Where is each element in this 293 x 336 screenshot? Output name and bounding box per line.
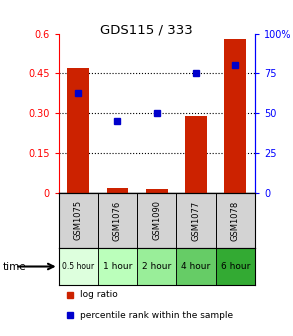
Bar xyxy=(216,248,255,285)
Text: GDS115 / 333: GDS115 / 333 xyxy=(100,24,193,37)
Text: 4 hour: 4 hour xyxy=(181,262,211,271)
Bar xyxy=(176,248,216,285)
Text: GSM1077: GSM1077 xyxy=(192,200,200,241)
Text: log ratio: log ratio xyxy=(80,290,118,299)
Text: GSM1090: GSM1090 xyxy=(152,201,161,241)
Bar xyxy=(98,248,137,285)
Text: GSM1078: GSM1078 xyxy=(231,200,240,241)
Bar xyxy=(224,39,246,193)
Text: 1 hour: 1 hour xyxy=(103,262,132,271)
Bar xyxy=(137,248,176,285)
Text: percentile rank within the sample: percentile rank within the sample xyxy=(80,310,233,320)
Bar xyxy=(107,188,128,193)
Text: GSM1075: GSM1075 xyxy=(74,200,83,241)
Text: 2 hour: 2 hour xyxy=(142,262,171,271)
Text: GSM1076: GSM1076 xyxy=(113,200,122,241)
Text: 6 hour: 6 hour xyxy=(221,262,250,271)
Bar xyxy=(146,189,168,193)
Bar xyxy=(59,248,98,285)
Bar xyxy=(185,116,207,193)
Bar xyxy=(67,68,89,193)
Text: time: time xyxy=(3,261,27,271)
Text: 0.5 hour: 0.5 hour xyxy=(62,262,94,271)
